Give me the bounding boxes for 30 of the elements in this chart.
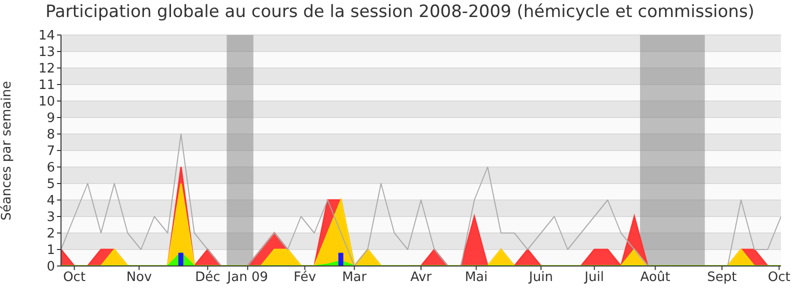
- x-tick-label: Déc: [195, 270, 220, 286]
- x-tick-label: Nov: [126, 270, 152, 286]
- x-tick-label: Oct: [768, 270, 790, 286]
- y-tick-label: 0: [46, 260, 55, 275]
- y-tick-label: 9: [46, 111, 55, 126]
- y-tick-label: 1: [46, 243, 55, 258]
- y-tick-label: 4: [46, 194, 55, 209]
- y-tick-label: 14: [38, 28, 55, 44]
- x-tick-label: Jan 09: [226, 270, 268, 286]
- x-tick-label: Août: [640, 270, 670, 286]
- y-tick-label: 13: [38, 45, 55, 60]
- x-tick-label: Juin: [528, 270, 553, 286]
- x-tick-label: Oct: [63, 270, 86, 286]
- y-tick-label: 6: [46, 160, 55, 176]
- y-tick-label: 11: [38, 78, 55, 94]
- x-tick-label: Avr: [410, 270, 432, 286]
- y-tick-label: 10: [38, 94, 55, 110]
- x-tick-label: Sept: [707, 270, 737, 286]
- y-axis-title: Séances par semaine: [0, 81, 15, 220]
- x-tick-label: Mar: [342, 270, 368, 286]
- y-tick-label: 7: [46, 144, 55, 160]
- x-tick-label: Mai: [464, 270, 488, 286]
- y-tick-label: 8: [46, 128, 55, 143]
- y-tick-label: 12: [38, 62, 55, 77]
- y-tick-label: 5: [46, 177, 55, 192]
- x-tick-label: Juil: [584, 270, 604, 286]
- y-tick-label: 2: [46, 226, 55, 242]
- x-tick-label: Fév: [294, 270, 316, 286]
- chart-title: Participation globale au cours de la session 2008-2009 (hémicycle et commissions): [44, 2, 756, 22]
- y-tick-label: 3: [46, 210, 55, 226]
